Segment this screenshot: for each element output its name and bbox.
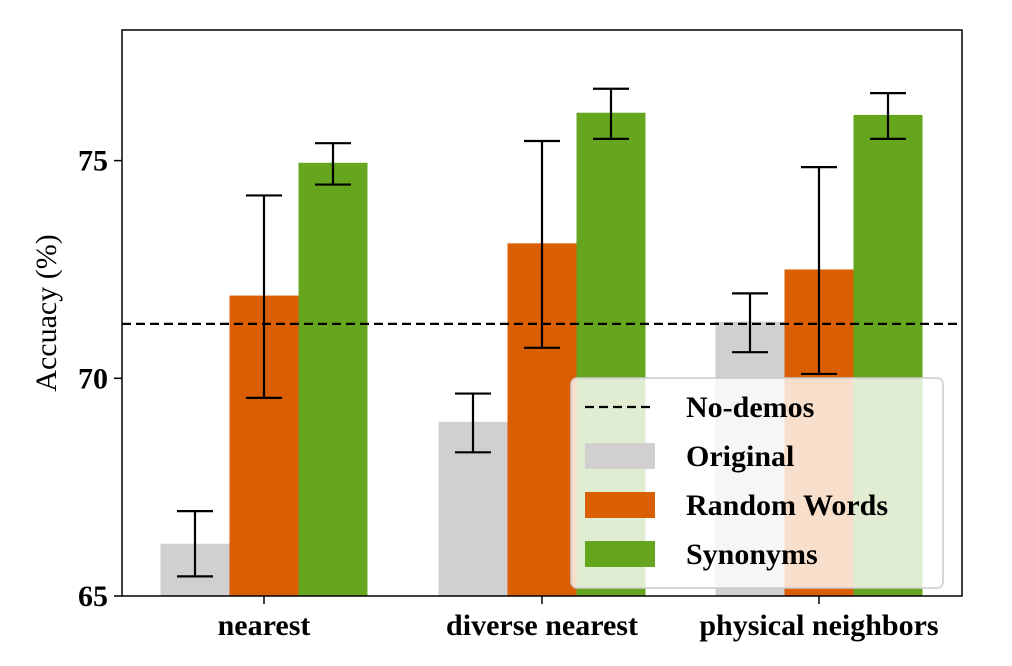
legend-label-synonyms: Synonyms [686, 538, 818, 571]
error-bars-layer [177, 87, 906, 578]
legend-swatch-synonyms [585, 541, 655, 567]
y-axis: 65 70 75 [78, 145, 122, 613]
legend-swatch-random-words [585, 492, 655, 518]
legend-label-no-demos: No-demos [686, 391, 814, 424]
x-tick-label-2: physical neighbors [699, 609, 938, 642]
legend: No-demos Original Random Words Synonyms [570, 377, 944, 589]
y-tick-label-70: 70 [78, 362, 108, 395]
y-tick-label-75: 75 [78, 145, 108, 178]
x-tick-label-1: diverse nearest [446, 609, 638, 642]
y-axis-label: Accuacy (%) [30, 234, 63, 391]
x-tick-label-0: nearest [218, 609, 311, 642]
legend-swatch-original [585, 443, 655, 469]
legend-label-random-words: Random Words [686, 489, 888, 522]
legend-box [570, 377, 944, 589]
bar-synonyms-0 [298, 162, 368, 597]
legend-label-original: Original [686, 440, 794, 473]
x-axis: nearest diverse nearest physical neighbors [218, 596, 939, 642]
y-tick-label-65: 65 [78, 580, 108, 613]
